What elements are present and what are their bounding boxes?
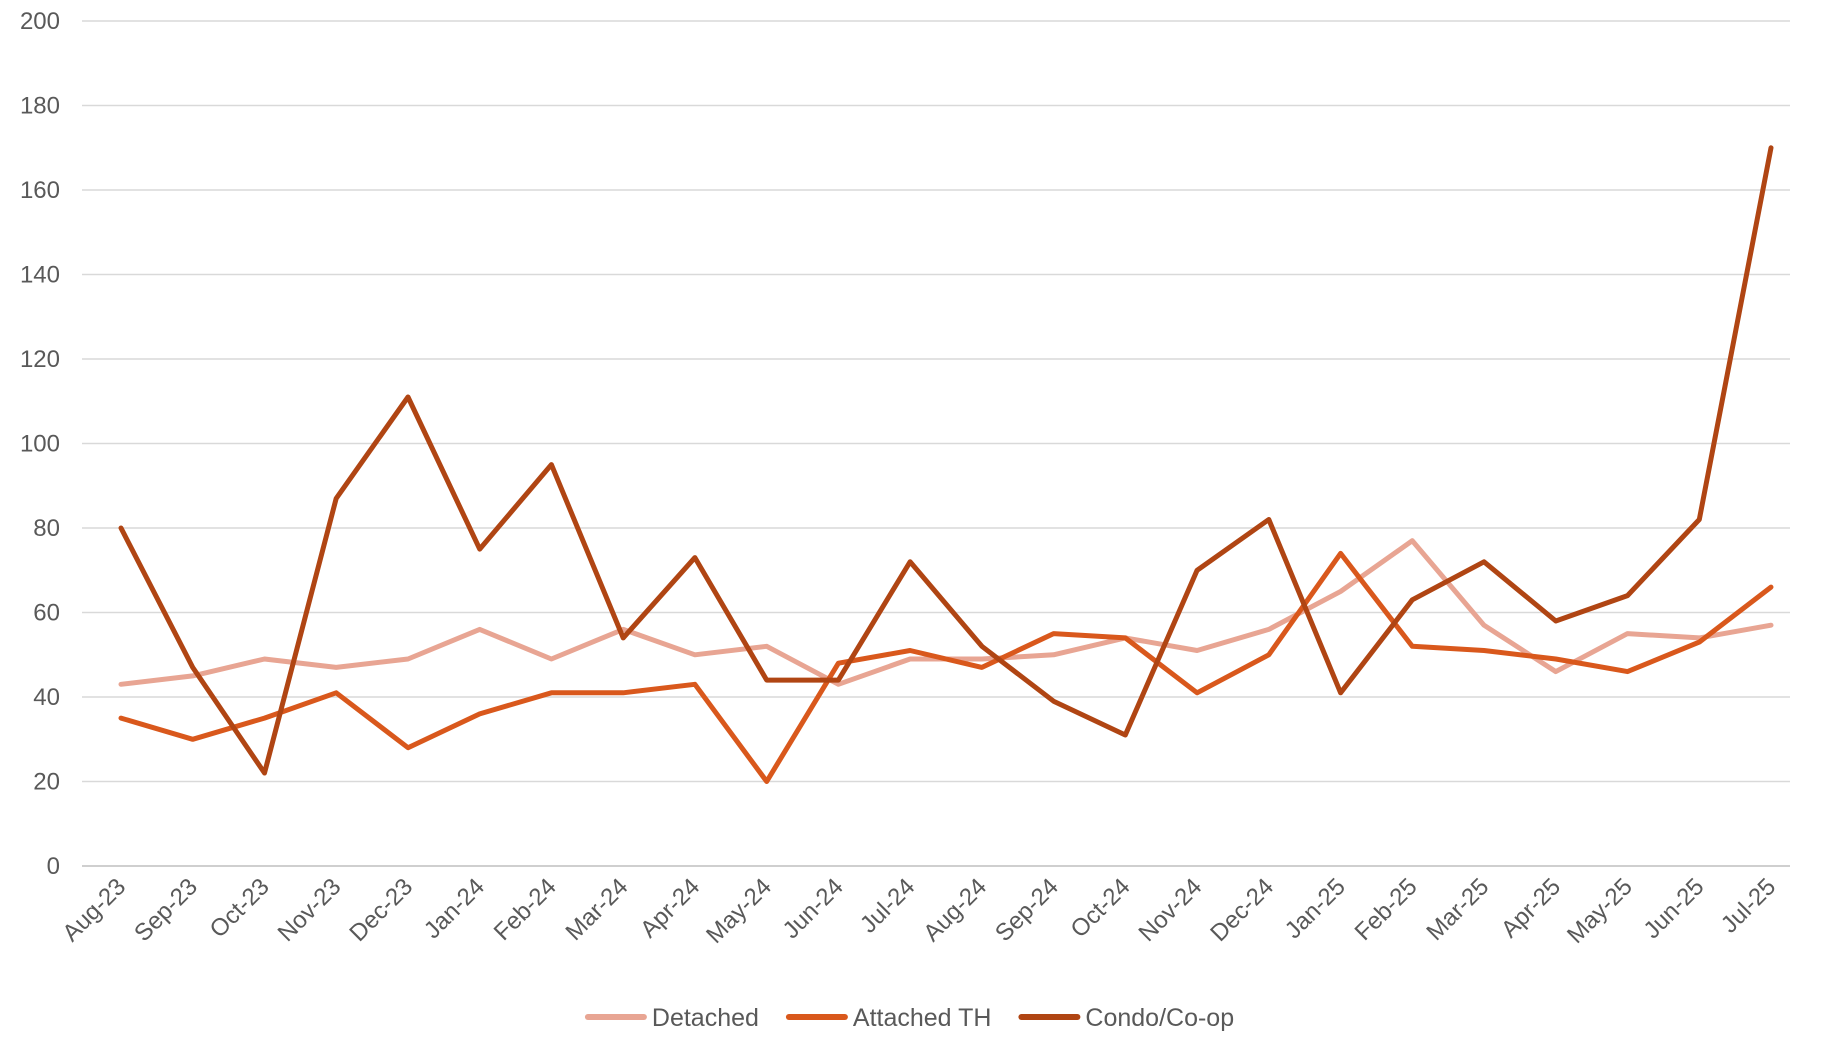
x-tick-label-jun-24: Jun-24: [778, 873, 849, 944]
x-tick-label-dec-23: Dec-23: [344, 873, 418, 947]
y-axis-labels: 0 20 40 60 80 100 120 140 160 180 200: [20, 8, 60, 880]
x-tick-label-feb-25: Feb-25: [1350, 873, 1423, 946]
x-tick-label-jun-25: Jun-25: [1639, 873, 1710, 944]
y-tick-label-140: 140: [20, 262, 60, 289]
x-tick-label-jan-25: Jan-25: [1280, 873, 1351, 944]
series-lines: [118, 145, 1774, 784]
y-tick-label-200: 200: [20, 8, 60, 35]
legend-label-attached-th: Attached TH: [853, 1004, 992, 1032]
x-tick-label-mar-24: Mar-24: [561, 873, 634, 946]
x-tick-label-sep-23: Sep-23: [129, 873, 203, 947]
x-tick-label-nov-23: Nov-23: [273, 873, 347, 947]
legend-item-attached-th: Attached TH: [785, 1004, 992, 1032]
y-tick-label-0: 0: [47, 853, 60, 880]
x-tick-label-aug-24: Aug-24: [918, 873, 992, 947]
x-tick-label-apr-25: Apr-25: [1496, 873, 1566, 943]
x-tick-label-apr-24: Apr-24: [635, 873, 705, 943]
legend: Detached Attached TH Condo/Co-op: [584, 1004, 1234, 1032]
y-tick-label-80: 80: [33, 515, 60, 542]
legend-label-detached: Detached: [652, 1004, 759, 1032]
y-tick-label-40: 40: [33, 684, 60, 711]
x-tick-label-nov-24: Nov-24: [1134, 873, 1208, 947]
legend-item-detached: Detached: [584, 1004, 759, 1032]
x-tick-label-jan-24: Jan-24: [419, 873, 490, 944]
legend-item-condo-co-op: Condo/Co-op: [1018, 1004, 1234, 1032]
y-tick-label-180: 180: [20, 93, 60, 120]
x-tick-label-may-25: May-25: [1562, 873, 1638, 949]
y-tick-label-160: 160: [20, 177, 60, 204]
y-tick-label-20: 20: [33, 769, 60, 796]
x-tick-label-may-24: May-24: [701, 873, 777, 949]
x-tick-label-dec-24: Dec-24: [1205, 873, 1279, 947]
x-tick-label-mar-25: Mar-25: [1421, 873, 1494, 946]
gridlines: [82, 20, 1790, 867]
x-tick-label-sep-24: Sep-24: [990, 873, 1064, 947]
y-tick-label-100: 100: [20, 431, 60, 458]
x-tick-label-jul-24: Jul-24: [855, 873, 920, 938]
series-line-attached-th: [118, 550, 1774, 784]
y-tick-label-60: 60: [33, 600, 60, 627]
x-tick-label-feb-24: Feb-24: [489, 873, 562, 946]
legend-label-condo-co-op: Condo/Co-op: [1085, 1004, 1234, 1032]
x-tick-label-aug-23: Aug-23: [57, 873, 131, 947]
series-line-condo-co-op: [118, 145, 1774, 776]
x-tick-label-oct-23: Oct-23: [205, 873, 275, 943]
x-tick-label-oct-24: Oct-24: [1066, 873, 1136, 943]
y-tick-label-120: 120: [20, 346, 60, 373]
x-tick-label-jul-25: Jul-25: [1716, 873, 1781, 938]
